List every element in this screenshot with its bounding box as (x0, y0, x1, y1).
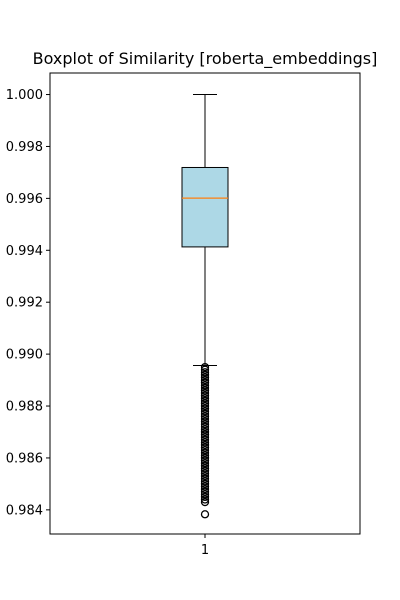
outlier-point (200, 471, 210, 481)
outlier-point (200, 464, 210, 473)
outlier-point (200, 412, 210, 421)
outlier-point (200, 430, 210, 439)
outlier-point (200, 453, 210, 463)
outlier-point (200, 407, 210, 416)
y-tick-label: 0.998 (6, 140, 43, 155)
y-tick-label: 1.000 (6, 88, 43, 103)
outlier-point (200, 438, 210, 447)
outlier-point (200, 466, 210, 476)
outlier-point (200, 388, 210, 398)
outlier-point (200, 362, 210, 372)
outlier-point (200, 381, 210, 390)
outlier-point (200, 490, 210, 499)
x-axis: 1 (201, 534, 209, 558)
outlier-point (200, 440, 210, 450)
y-tick-label: 0.988 (6, 400, 43, 415)
outlier-point (200, 391, 210, 400)
outlier-point (200, 396, 210, 405)
outlier-point (200, 378, 210, 387)
outlier-point (200, 477, 210, 486)
outlier-point (200, 433, 210, 442)
outlier-point (200, 422, 210, 431)
outlier-point (200, 368, 210, 377)
outlier-point (200, 469, 210, 478)
outlier-point (200, 479, 210, 489)
outlier-point (200, 484, 210, 494)
y-tick-label: 0.990 (6, 348, 43, 363)
y-axis: 0.984 0.986 0.988 0.990 0.992 0.994 0.996 0.998… (6, 88, 50, 518)
outlier-point (200, 365, 210, 374)
outlier-point (200, 375, 210, 385)
outlier-point (200, 370, 210, 380)
x-tick-label: 1 (201, 543, 209, 558)
outlier-point (200, 482, 210, 491)
outlier-point (200, 420, 210, 429)
outlier-point (200, 394, 210, 403)
outlier-point (200, 443, 210, 452)
outlier-point (200, 456, 210, 465)
outlier-point (200, 435, 210, 444)
outlier-point (200, 414, 210, 424)
outlier-point (200, 446, 210, 455)
outlier-point (200, 404, 210, 413)
y-tick-label: 0.994 (6, 244, 43, 259)
iqr-box (181, 166, 229, 248)
outlier-point (200, 510, 210, 519)
y-tick-label: 0.992 (6, 296, 43, 311)
outlier-point (200, 417, 210, 426)
outlier-point (200, 425, 210, 434)
outlier-point (200, 451, 210, 460)
outlier-point (200, 386, 210, 395)
outlier-point (200, 383, 210, 393)
outlier-point (200, 458, 210, 468)
y-tick-label: 0.986 (6, 451, 43, 466)
y-tick-label: 0.996 (6, 192, 43, 207)
outlier-point (200, 495, 210, 504)
outlier-point (200, 409, 210, 418)
plot-frame (49, 72, 361, 535)
outlier-point (200, 474, 210, 483)
outlier-point (200, 373, 210, 382)
outlier-point (200, 487, 210, 496)
outlier-point (200, 448, 210, 457)
outlier-point (200, 497, 210, 507)
outlier-point (200, 399, 210, 408)
y-tick-label: 0.984 (6, 503, 43, 518)
outlier-point (200, 461, 210, 470)
outlier-point (200, 492, 210, 502)
outlier-point (200, 427, 210, 437)
plot-area (181, 94, 229, 519)
chart-title: Boxplot of Similarity [roberta_embedding… (33, 49, 378, 69)
outlier-point (200, 401, 210, 411)
